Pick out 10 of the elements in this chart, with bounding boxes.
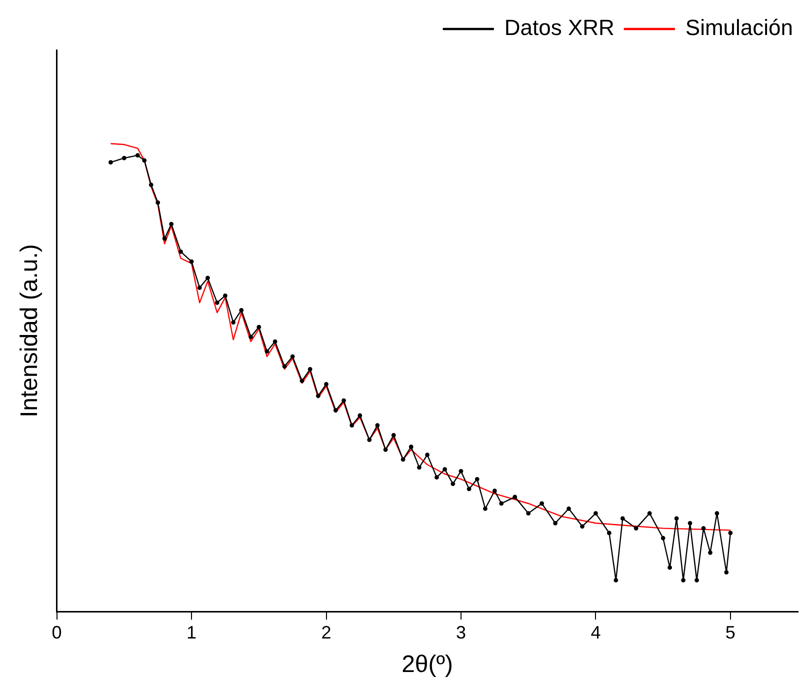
- x-tick-label: 2: [321, 622, 332, 642]
- x-tick-label: 1: [186, 622, 197, 642]
- legend-label: Simulación: [685, 15, 794, 40]
- y-axis-title: Intensidad (a.u.): [16, 244, 44, 418]
- x-tick-label: 5: [725, 622, 736, 642]
- x-axis-title: 2θ(º): [402, 651, 454, 678]
- legend-label: Datos XRR: [504, 15, 614, 40]
- x-tick-label: 4: [590, 622, 601, 642]
- x-tick-label: 0: [52, 622, 62, 642]
- x-tick-label: 3: [456, 622, 466, 642]
